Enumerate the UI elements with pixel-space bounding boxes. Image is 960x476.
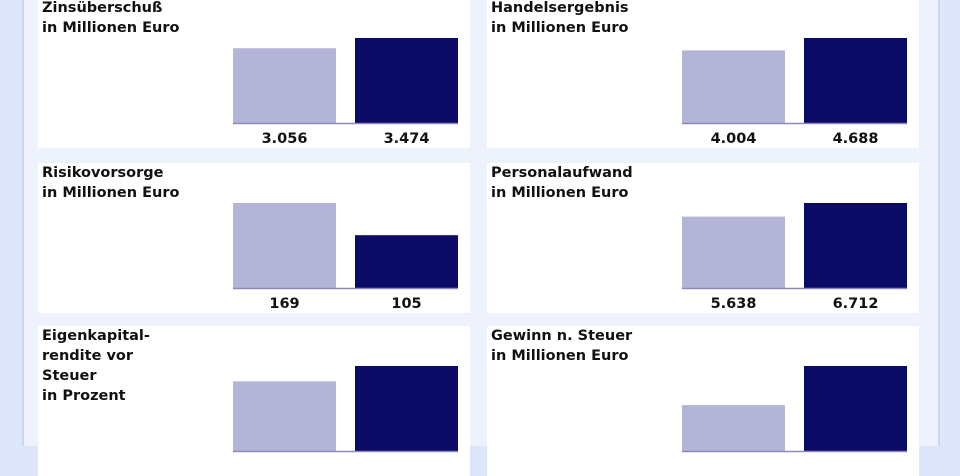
chart-panel-risikovorsorge: Risikovorsorge in Millionen Euro 169 105 <box>38 163 470 313</box>
bar-chart-risikovorsorge: 169 105 <box>233 203 458 312</box>
value-label: 4.688 <box>833 131 879 147</box>
value-label: 3.056 <box>262 131 308 147</box>
chart-title: Eigenkapital- rendite vor Steuer in Proz… <box>42 328 150 404</box>
bar-previous-year <box>682 50 785 123</box>
bar-previous-year <box>682 405 785 451</box>
bar-previous-year <box>233 381 336 451</box>
value-label: 6.712 <box>833 296 879 312</box>
bar-previous-year <box>233 203 336 288</box>
bar-current-year <box>804 366 907 451</box>
value-label: 4.004 <box>711 131 757 147</box>
chart-panel-gewinn-nach-steuer: Gewinn n. Steuer in Millionen Euro <box>487 326 919 476</box>
bar-chart-handelsergebnis: 4.004 4.688 <box>682 38 907 147</box>
chart-panel-personalaufwand: Personalaufwand in Millionen Euro 5.638 6… <box>487 163 919 313</box>
bar-chart-gewinn-nach-steuer <box>682 366 907 453</box>
chart-panel-handelsergebnis: Handelsergebnis in Millionen Euro 4.004 4… <box>487 0 919 148</box>
chart-title: Personalaufwand in Millionen Euro <box>491 165 633 201</box>
value-label: 3.474 <box>384 131 430 147</box>
bar-chart-eigenkapitalrendite <box>233 366 458 453</box>
value-label: 5.638 <box>711 296 757 312</box>
bar-current-year <box>355 235 458 288</box>
chart-title: Handelsergebnis in Millionen Euro <box>491 0 629 36</box>
chart-title: Zinsüberschuß in Millionen Euro <box>42 0 180 36</box>
value-label: 169 <box>269 296 299 312</box>
value-label: 105 <box>391 296 421 312</box>
chart-title: Risikovorsorge in Millionen Euro <box>42 165 180 201</box>
chart-title: Gewinn n. Steuer in Millionen Euro <box>491 328 633 364</box>
bar-chart-zinsueberschuss: 3.056 3.474 <box>233 38 458 147</box>
bar-previous-year <box>233 48 336 123</box>
bar-current-year <box>355 366 458 451</box>
bar-current-year <box>355 38 458 123</box>
bar-chart-personalaufwand: 5.638 6.712 <box>682 203 907 312</box>
bar-current-year <box>804 38 907 123</box>
bar-current-year <box>804 203 907 288</box>
bar-previous-year <box>682 216 785 288</box>
chart-panel-eigenkapitalrendite: Eigenkapital- rendite vor Steuer in Proz… <box>38 326 470 476</box>
chart-panel-zinsueberschuss: Zinsüberschuß in Millionen Euro 3.056 3.4… <box>38 0 470 148</box>
